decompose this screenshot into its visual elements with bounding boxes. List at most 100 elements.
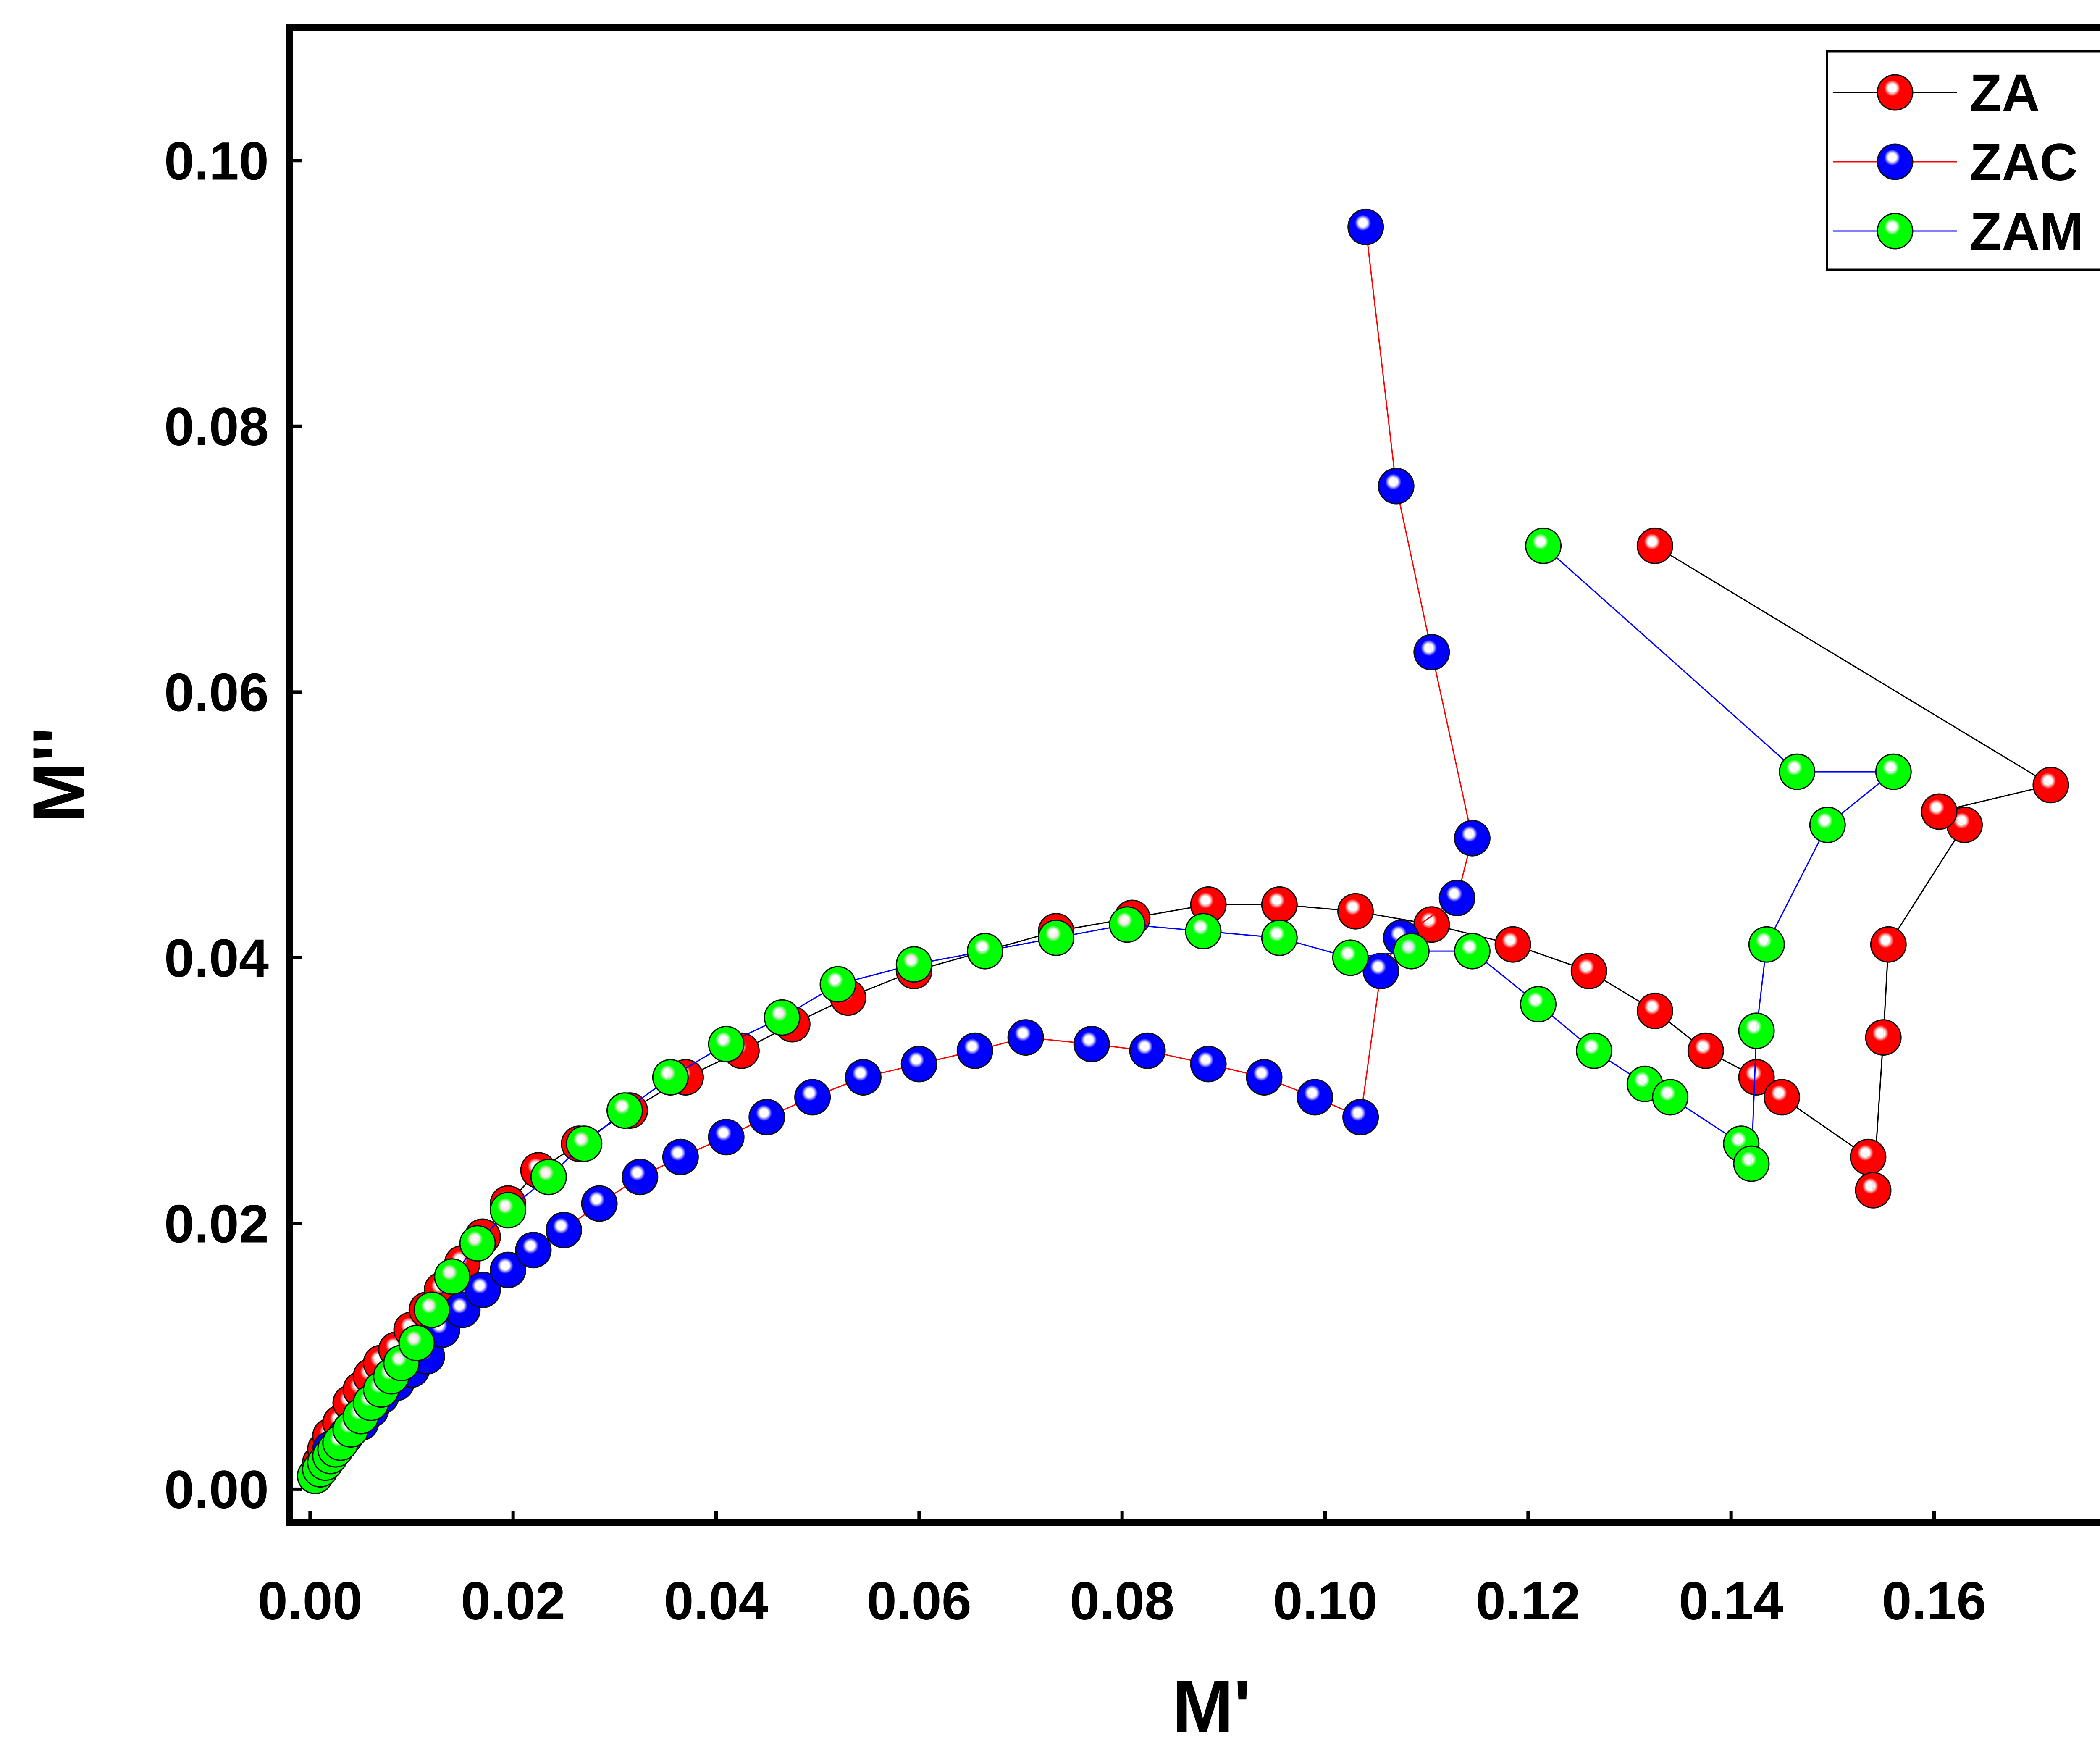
data-point bbox=[1865, 1019, 1902, 1056]
data-point bbox=[1413, 906, 1450, 943]
data-point bbox=[708, 1119, 745, 1156]
data-point bbox=[1297, 1079, 1334, 1116]
data-point bbox=[490, 1192, 527, 1229]
data-point bbox=[1337, 893, 1374, 930]
data-point bbox=[1454, 820, 1491, 857]
y-tick-label: 0.00 bbox=[164, 1460, 269, 1520]
data-point bbox=[652, 1059, 689, 1096]
data-point bbox=[1652, 1079, 1689, 1116]
data-point bbox=[1764, 1079, 1800, 1116]
legend-marker-swatch bbox=[1877, 143, 1914, 180]
data-point bbox=[1109, 906, 1146, 943]
data-point bbox=[1332, 939, 1369, 976]
data-point bbox=[464, 1272, 501, 1308]
x-tick-label: 0.04 bbox=[664, 1571, 768, 1631]
legend-label: ZAC bbox=[1970, 133, 2078, 192]
data-point bbox=[1261, 919, 1298, 956]
data-point bbox=[1875, 753, 1912, 790]
data-point bbox=[459, 1225, 496, 1262]
data-point bbox=[1413, 634, 1450, 670]
y-tick-label: 0.10 bbox=[164, 131, 269, 191]
x-tick-label: 0.02 bbox=[461, 1571, 565, 1631]
data-point bbox=[900, 1046, 937, 1083]
data-point bbox=[1261, 886, 1298, 923]
data-point bbox=[1636, 992, 1673, 1029]
data-point bbox=[1393, 933, 1430, 970]
data-point bbox=[662, 1138, 699, 1175]
data-point bbox=[515, 1232, 552, 1269]
data-point bbox=[490, 1251, 527, 1288]
series-layer bbox=[297, 208, 2069, 1494]
legend-box bbox=[1826, 50, 2100, 271]
data-point bbox=[606, 1092, 643, 1129]
data-point bbox=[764, 999, 801, 1036]
data-point bbox=[530, 1159, 567, 1196]
y-tick-label: 0.02 bbox=[164, 1194, 269, 1254]
data-point bbox=[1525, 527, 1562, 564]
data-point bbox=[1738, 1012, 1775, 1049]
data-point bbox=[1007, 1019, 1044, 1056]
data-point bbox=[895, 946, 932, 983]
data-point bbox=[1575, 1032, 1612, 1069]
x-tick-label: 0.12 bbox=[1476, 1571, 1580, 1631]
data-point bbox=[1038, 919, 1075, 956]
data-point bbox=[748, 1099, 785, 1135]
data-point bbox=[1378, 468, 1415, 505]
data-point bbox=[398, 1325, 435, 1361]
data-point bbox=[1190, 1046, 1227, 1083]
data-point bbox=[2032, 767, 2069, 804]
x-tick-label: 0.06 bbox=[867, 1571, 971, 1631]
data-point bbox=[1570, 953, 1607, 989]
legend: ZA ZAC ZAM bbox=[1826, 50, 2100, 271]
x-tick-label: 0.14 bbox=[1679, 1571, 1783, 1631]
data-point bbox=[1779, 753, 1816, 790]
data-point bbox=[1494, 926, 1531, 963]
data-point bbox=[845, 1059, 882, 1096]
data-point bbox=[819, 966, 856, 1003]
data-point bbox=[1733, 1145, 1770, 1182]
x-tick-label: 0.00 bbox=[258, 1571, 362, 1631]
data-point bbox=[1347, 208, 1384, 245]
data-point bbox=[1362, 953, 1399, 989]
legend-item-zam: ZAM bbox=[1833, 202, 2084, 261]
data-point bbox=[413, 1291, 450, 1328]
legend-items: ZA ZAC ZAM bbox=[1833, 64, 2084, 261]
data-point bbox=[1636, 527, 1673, 564]
data-point bbox=[1921, 793, 1958, 830]
data-point bbox=[1687, 1032, 1724, 1069]
x-tick-label: 0.16 bbox=[1882, 1571, 1986, 1631]
data-point bbox=[1073, 1025, 1110, 1062]
data-point bbox=[1185, 913, 1222, 950]
data-point bbox=[956, 1032, 993, 1069]
legend-label: ZA bbox=[1970, 64, 2040, 122]
data-point bbox=[581, 1185, 618, 1222]
legend-item-zac: ZAC bbox=[1833, 133, 2078, 192]
axis-ticks: 0.00 0.02 0.04 0.06 0.08 0.10 0.12 0.14 0.16 0.00… bbox=[164, 131, 1987, 1631]
data-point bbox=[1855, 1172, 1892, 1209]
data-point bbox=[566, 1125, 603, 1162]
data-point bbox=[1809, 807, 1846, 844]
y-tick-label: 0.06 bbox=[164, 662, 269, 723]
data-point bbox=[622, 1159, 659, 1196]
data-point bbox=[1738, 1059, 1775, 1096]
legend-marker-swatch bbox=[1877, 74, 1914, 111]
y-tick-label: 0.04 bbox=[164, 928, 269, 988]
data-point bbox=[708, 1025, 745, 1062]
series-zam bbox=[297, 527, 1912, 1494]
x-tick-label: 0.08 bbox=[1070, 1571, 1174, 1631]
data-point bbox=[546, 1212, 582, 1248]
plot-frame bbox=[286, 24, 2100, 1526]
y-axis-title: M'' bbox=[18, 727, 100, 823]
data-point bbox=[1438, 880, 1475, 916]
y-tick-label: 0.08 bbox=[164, 397, 269, 457]
data-point bbox=[794, 1079, 831, 1116]
legend-item-za: ZA bbox=[1833, 64, 2040, 122]
x-axis-title: M' bbox=[1172, 1666, 1251, 1748]
data-point bbox=[1129, 1032, 1166, 1069]
legend-label: ZAM bbox=[1970, 202, 2084, 261]
data-point bbox=[1748, 926, 1785, 963]
data-point bbox=[1850, 1138, 1887, 1175]
data-point bbox=[1246, 1059, 1283, 1096]
